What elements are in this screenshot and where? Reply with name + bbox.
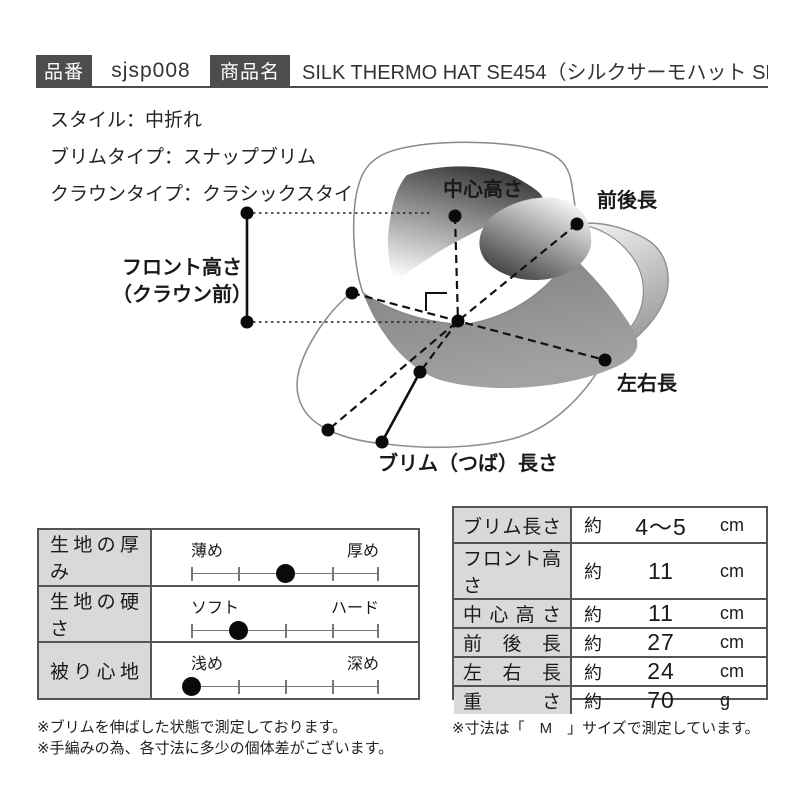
size-unit: cm: [720, 514, 744, 535]
scale-min-label: 薄め: [191, 543, 224, 560]
approx-mark: 約: [584, 662, 602, 683]
right-angle-mark: [425, 292, 447, 311]
scale-track: [191, 564, 379, 583]
dot-front-brim-edge: [375, 435, 389, 449]
size-label: 重さ: [463, 692, 561, 713]
dot-left-brim: [345, 286, 359, 300]
feature-label: 生地の厚み: [50, 535, 139, 584]
scale-max-label: 厚め: [346, 543, 379, 560]
scale-dot: [228, 620, 248, 640]
footnote: ※手編みの為、各寸法に多少の個体差がございます。: [37, 740, 394, 757]
product-name-value: SILK THERMO HAT SE454（シルクサーモハット SE454: [302, 62, 768, 84]
feature-label: 被り心地: [50, 662, 139, 684]
crown-dent-left: [387, 166, 543, 282]
item-number-tag: 品番: [36, 55, 92, 86]
size-value: 24: [647, 658, 675, 684]
fabric-feature-table: 生地の厚み 薄め 厚め 生地の硬さ ソフト ハード: [37, 528, 420, 700]
header: 品番 sjsp008 商品名 SILK THERMO HAT SE454（シルク…: [36, 55, 768, 88]
size-label: 前後長: [463, 634, 561, 655]
size-unit: cm: [720, 661, 744, 681]
size-value: 11: [648, 600, 674, 626]
dot-crown-base: [413, 365, 427, 379]
hat-illustration: 中心高さ 前後長 左右長 ブリム（つば）長さ フロント高さ （クラウン前）: [112, 141, 678, 475]
dot-front-height-bottom: [240, 315, 254, 329]
approx-mark: 約: [584, 604, 602, 625]
feature-scale: ソフト ハード: [152, 587, 418, 642]
size-unit: cm: [720, 603, 744, 623]
table-row: 前後長 約 27 cm: [454, 629, 766, 658]
dot-front-height-top: [240, 206, 254, 220]
dot-back-brim: [570, 217, 584, 231]
dot-center: [451, 314, 465, 328]
approx-mark: 約: [584, 516, 602, 536]
footnotes-left: ※ブリムを伸ばした状態で測定しております。 ※手編みの為、各寸法に多少の個体差が…: [37, 717, 393, 759]
label-brim-length: ブリム（つば）長さ: [378, 451, 558, 475]
table-row: ブリム長さ 約 4〜5 cm: [454, 508, 766, 544]
label-front-height-1: フロント高さ: [122, 255, 242, 279]
hat-measurement-diagram: 中心高さ 前後長 左右長 ブリム（つば）長さ フロント高さ （クラウン前）: [0, 130, 800, 505]
brim-length-line: [380, 371, 422, 443]
front-back-line: [327, 223, 578, 431]
scale-dot: [181, 677, 201, 697]
feature-scale: 薄め 厚め: [152, 530, 418, 585]
size-unit: g: [720, 690, 731, 710]
label-center-height: 中心高さ: [443, 177, 523, 201]
size-value: 11: [648, 557, 674, 584]
approx-mark: 約: [584, 633, 602, 654]
label-left-right: 左右長: [617, 371, 678, 395]
spec-lines: スタイル：中折れ ブリムタイプ：スナップブリム クラウンタイプ：クラシックスタイ…: [50, 102, 372, 213]
scale-min-label: 浅め: [191, 656, 224, 674]
size-label: 左右長: [463, 663, 561, 684]
table-row: 生地の厚み 薄め 厚め: [39, 530, 418, 587]
size-unit: cm: [720, 560, 744, 581]
table-row: 被り心地 浅め 深め: [39, 643, 418, 699]
dot-right-brim: [598, 353, 612, 367]
center-height-line: [453, 215, 460, 322]
table-row: フロント高さ 約 11 cm: [454, 544, 766, 600]
scale-dot: [275, 564, 295, 583]
size-value: 4〜5: [635, 514, 687, 540]
label-front-height-2: （クラウン前）: [112, 282, 252, 306]
crown-dent-right: [479, 197, 592, 281]
spec-style: スタイル：中折れ: [50, 110, 203, 131]
scale-max-label: 深め: [346, 656, 379, 674]
dot-frontleft-brim-edge: [321, 423, 335, 437]
scale-track: [191, 620, 379, 640]
feature-scale: 浅め 深め: [152, 643, 418, 698]
scale-max-label: ハード: [330, 599, 379, 617]
label-front-back: 前後長: [597, 188, 658, 212]
product-name-tag: 商品名: [210, 55, 290, 86]
size-label: ブリム長さ: [463, 516, 561, 538]
table-row: 左右長 約 24 cm: [454, 658, 766, 687]
item-number-value: sjsp008: [111, 58, 191, 82]
spec-brim-type: ブリムタイプ：スナップブリム: [50, 147, 317, 168]
size-label: 中心高さ: [463, 605, 561, 626]
size-unit: cm: [720, 632, 744, 652]
size-value: 27: [647, 629, 675, 655]
dot-crown-top: [448, 209, 462, 223]
footnote: ※ブリムを伸ばした状態で測定しております。: [37, 719, 348, 736]
scale-track: [181, 677, 379, 697]
table-row: 生地の硬さ ソフト ハード: [39, 586, 418, 644]
size-table: ブリム長さ 約 4〜5 cm フロント高さ 約 11 cm 中心高さ 約 11 …: [452, 506, 768, 714]
footnote-right: ※寸法は「 M 」サイズで測定しています。: [452, 720, 760, 737]
table-row: 中心高さ 約 11 cm: [454, 600, 766, 629]
spec-crown-type: クラウンタイプ：クラシックスタイル: [50, 184, 373, 205]
scale-min-label: ソフト: [191, 599, 240, 617]
size-label: フロント高さ: [463, 549, 561, 597]
approx-mark: 約: [584, 691, 602, 712]
size-value: 70: [647, 687, 675, 713]
approx-mark: 約: [584, 562, 602, 582]
table-row: 重さ 約 70 g: [454, 687, 766, 714]
center-to-crownbase-line: [419, 320, 459, 373]
feature-label: 生地の硬さ: [50, 592, 139, 640]
